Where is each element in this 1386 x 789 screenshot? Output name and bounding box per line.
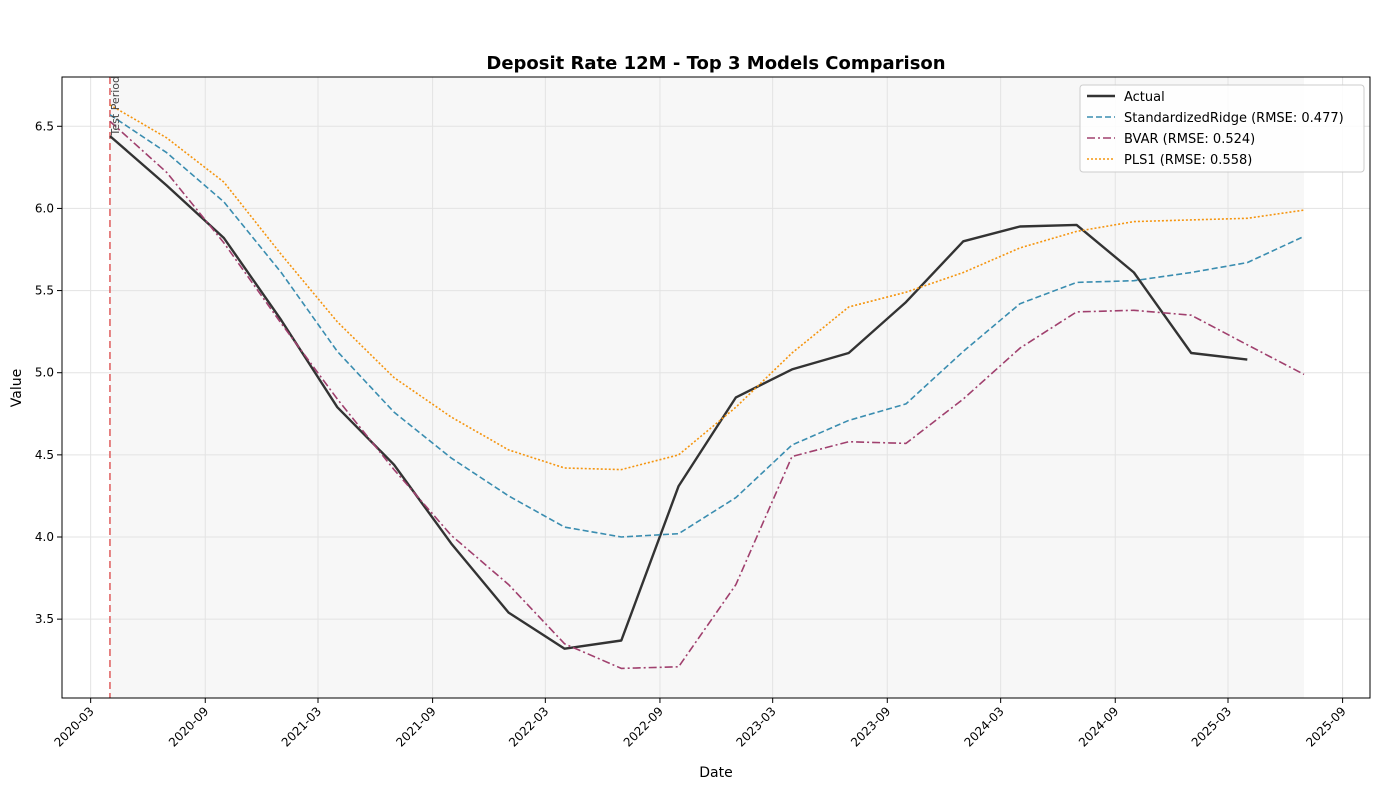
- x-axis: 2020-03 2020-09 2021-03 2021-09 2022-03 2022-…: [51, 698, 1349, 750]
- test-period-label: Test Period: [109, 76, 122, 136]
- legend-label-0: Actual: [1124, 90, 1165, 105]
- y-tick-label: 5.0: [35, 366, 54, 380]
- x-tick-label: 2020-03: [51, 704, 96, 749]
- x-tick-label: 2020-09: [166, 704, 211, 749]
- x-tick-label: 2021-03: [279, 704, 324, 749]
- x-tick-label: 2024-09: [1076, 704, 1121, 749]
- y-tick-label: 6.0: [35, 201, 54, 215]
- legend: Actual StandardizedRidge (RMSE: 0.477) BVA…: [1079, 84, 1365, 173]
- y-tick-label: 6.5: [35, 119, 54, 133]
- x-tick-label: 2021-09: [393, 704, 438, 749]
- y-tick-label: 3.5: [35, 612, 54, 626]
- chart-title: Deposit Rate 12M - Top 3 Models Comparis…: [486, 53, 945, 74]
- legend-box: [1079, 84, 1365, 173]
- y-tick-label: 5.5: [35, 284, 54, 298]
- x-tick-label: 2022-03: [506, 704, 551, 749]
- x-axis-label: Date: [699, 765, 732, 781]
- series-line-2: [109, 120, 1305, 670]
- series-lines: [109, 104, 1305, 670]
- y-tick-label: 4.0: [35, 530, 54, 544]
- y-axis-label: Value: [9, 369, 25, 407]
- test-period-shade: [109, 77, 1304, 698]
- x-tick-label: 2025-09: [1303, 704, 1348, 749]
- legend-label-1: StandardizedRidge (RMSE: 0.477): [1124, 111, 1344, 126]
- y-tick-label: 4.5: [35, 448, 54, 462]
- legend-label-3: PLS1 (RMSE: 0.558): [1124, 153, 1252, 168]
- plot-frame: [61, 76, 1371, 699]
- x-tick-label: 2022-09: [621, 704, 666, 749]
- series-line-1: [109, 114, 1305, 538]
- series-line-0: [109, 135, 1248, 650]
- x-tick-label: 2023-09: [848, 704, 893, 749]
- y-axis: 3.5 4.0 4.5 5.0 5.5 6.0 6.5: [35, 119, 62, 626]
- legend-label-2: BVAR (RMSE: 0.524): [1124, 132, 1255, 147]
- x-tick-label: 2025-03: [1189, 704, 1234, 749]
- plot-background: [109, 77, 1304, 698]
- x-tick-label: 2023-03: [733, 704, 778, 749]
- x-tick-label: 2024-03: [961, 704, 1006, 749]
- series-line-3: [109, 104, 1305, 471]
